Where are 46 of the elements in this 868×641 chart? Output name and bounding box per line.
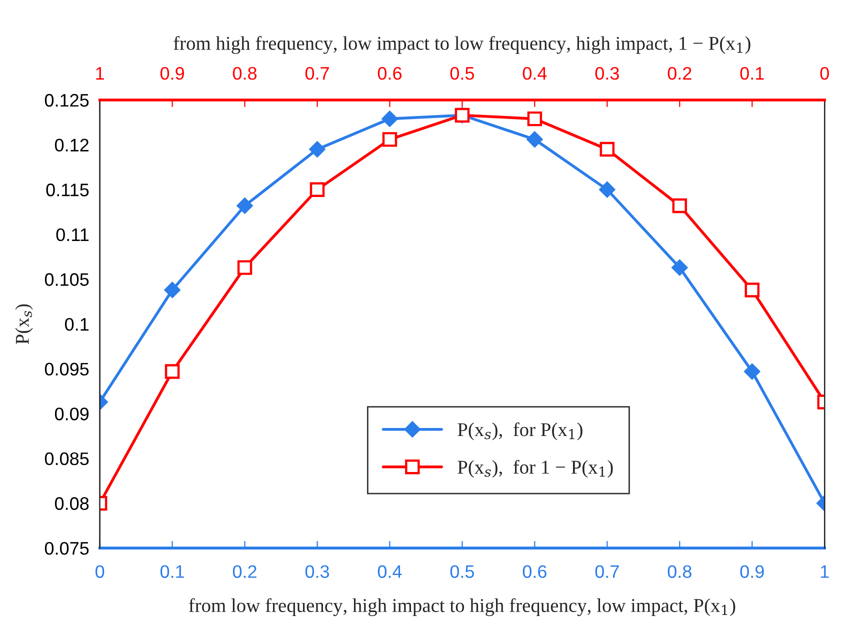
x-axis-title: from low frequency, high impact to high frequency, low impact, P(x$_{1}$) (188, 598, 736, 616)
point (744, 364, 760, 380)
y-tick-label: 0.12 (54, 138, 88, 152)
x-tick-label: 0.8 (668, 565, 692, 578)
x-tick-label: 0.7 (595, 565, 619, 578)
x-tick-label: 0 (96, 565, 104, 578)
legend-label: P(x$_{s}$), for 1 − P(x$_{1}$) (458, 460, 613, 478)
x-tick-label: 0.3 (305, 565, 330, 578)
x2-tick-label: 0.4 (522, 66, 547, 80)
y-tick-label: 0.115 (46, 184, 89, 196)
y-tick-label: 0.125 (44, 94, 89, 107)
x2-tick-label: 0.7 (305, 66, 329, 80)
point (164, 282, 180, 298)
point (526, 131, 543, 148)
point (236, 198, 253, 214)
x2-tick-label: 1 (96, 67, 104, 80)
x-tick-label: 0.9 (740, 565, 764, 578)
y-tick-label: 0.095 (44, 362, 89, 376)
x2-tick-label: 0.6 (378, 66, 402, 80)
y-tick-label: 0.085 (44, 452, 89, 466)
y-tick-label: 0.075 (44, 542, 89, 555)
y-tick-label: 0.08 (54, 497, 89, 510)
point (309, 141, 326, 158)
x2-tick-label: 0.2 (668, 66, 692, 80)
x2-tick-label: 0.3 (595, 66, 619, 80)
x-tick-label: 0.1 (160, 565, 184, 578)
point (382, 110, 398, 127)
point (599, 182, 616, 198)
x2-tick-label: 0 (820, 66, 829, 80)
legend-label: P(x$_{s}$), for P(x$_{1}$) (458, 422, 582, 440)
x2-tick-label: 0.9 (160, 66, 184, 80)
y-tick-label: 0.1 (65, 318, 89, 331)
x2-tick-label: 0.1 (740, 66, 764, 80)
x-tick-label: 0.2 (232, 565, 256, 578)
y-tick-label: 0.09 (54, 408, 89, 420)
x-tick-label: 0.5 (450, 565, 474, 578)
x2-axis-title: from high frequency, low impact to low frequency, high impact, 1 − P(x$_{1}$) (174, 36, 750, 54)
x-tick-label: 0.4 (378, 565, 402, 578)
x2-tick-label: 0.8 (232, 66, 257, 80)
y-tick-label: 0.11 (56, 228, 89, 242)
y-tick-label: 0.105 (44, 273, 89, 286)
point (672, 260, 688, 276)
y-axis-title: P(x$_{s}$) (15, 304, 33, 344)
x-tick-label: 0.6 (522, 565, 546, 578)
x-tick-label: 1 (820, 565, 829, 578)
x2-tick-label: 0.5 (450, 66, 474, 80)
